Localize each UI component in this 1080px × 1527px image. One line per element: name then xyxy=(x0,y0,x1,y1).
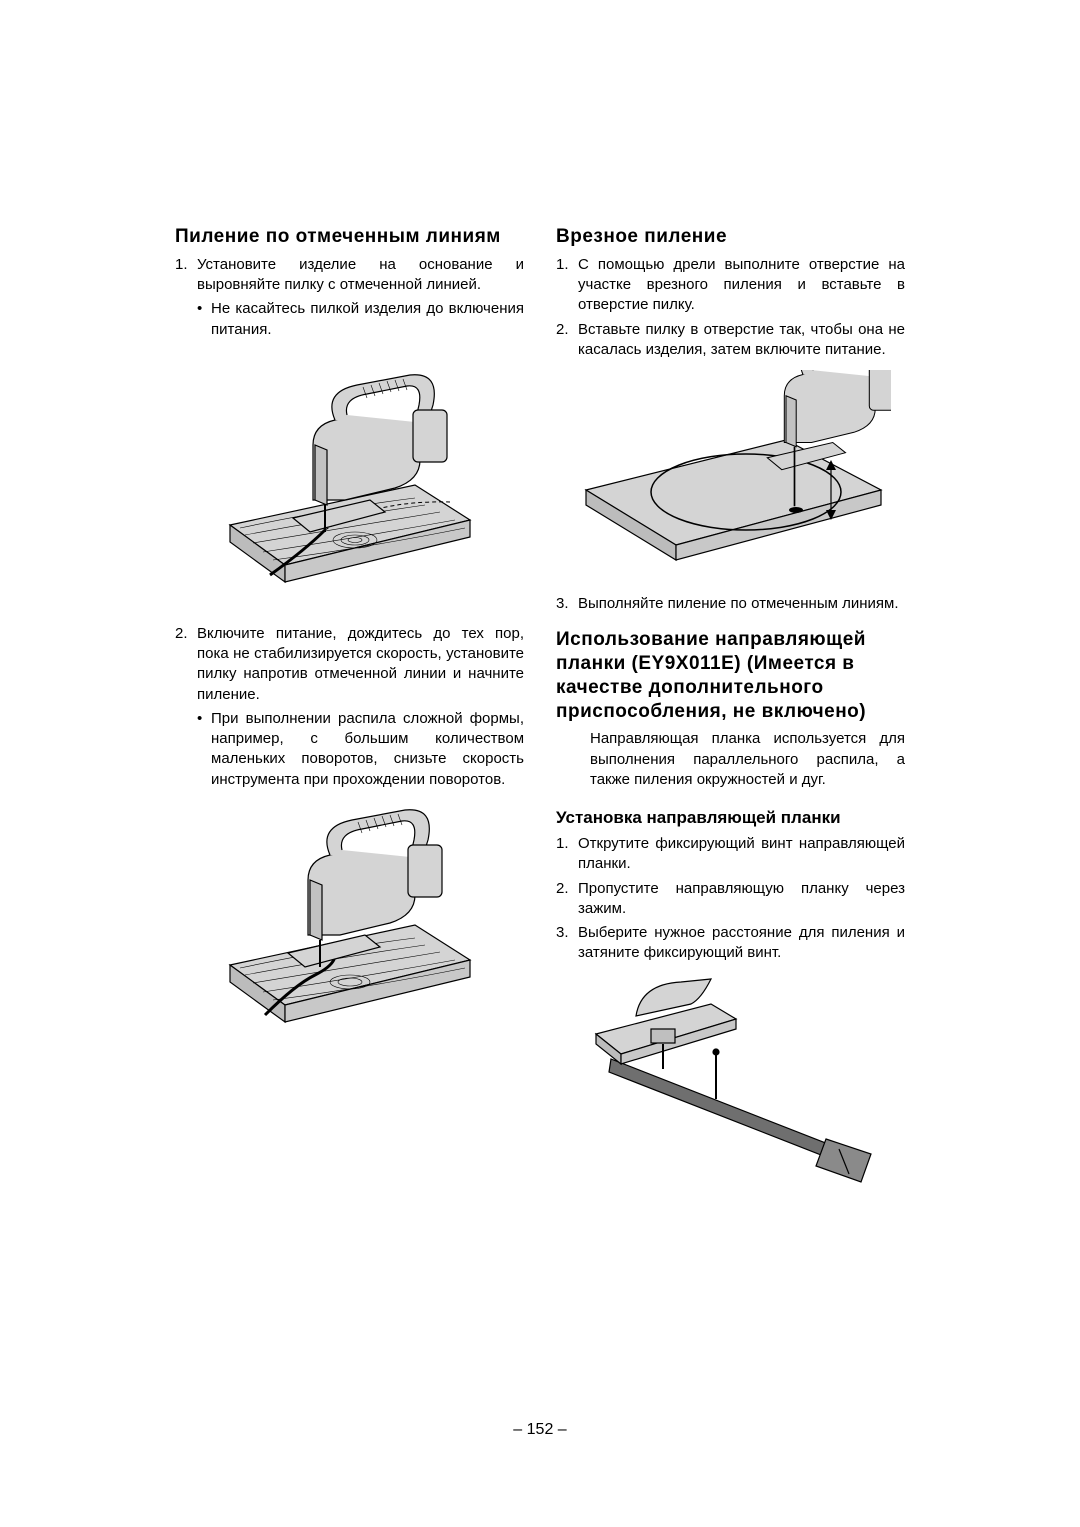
guide-step-3: 3. Выберите нужное расстояние для пилени… xyxy=(556,923,905,964)
left-list-2: 2. Включите питание, дождитесь до тех по… xyxy=(175,624,524,790)
guide-step-2-text: Пропустите направляющую планку через заж… xyxy=(578,879,905,920)
guide-step-2: 2. Пропустите направляющую планку через … xyxy=(556,879,905,920)
left-step-1: 1. Установите изделие на основание и выр… xyxy=(175,255,524,340)
guide-rail-icon xyxy=(581,974,881,1199)
left-step2-sub-text: При выполнении распила сложной формы, на… xyxy=(211,709,524,790)
right-subheading: Установка направляющей планки xyxy=(556,808,905,828)
right-heading-1: Врезное пиление xyxy=(556,225,905,249)
right-list-2: 3. Выполняйте пиление по отмеченным лини… xyxy=(556,594,905,614)
right-step-3-text: Выполняйте пиление по отмеченным линиям. xyxy=(578,594,905,614)
right-step-1-text: С помощью дрели выполните отверстие на у… xyxy=(578,255,905,316)
left-step2-sublist: • При выполнении распила сложной формы, … xyxy=(197,709,524,790)
right-step-2-text: Вставьте пилку в отверстие так, чтобы он… xyxy=(578,320,905,361)
list-number: 1. xyxy=(556,255,578,316)
left-step2-bullet: • При выполнении распила сложной формы, … xyxy=(197,709,524,790)
list-number: 3. xyxy=(556,923,578,964)
guide-list: 1. Открутите фиксирующий винт направляющ… xyxy=(556,834,905,964)
left-step1-sublist: • Не касайтесь пилкой изделия до включен… xyxy=(197,299,524,340)
right-heading-2: Использование направляющей планки (EY9X0… xyxy=(556,628,905,723)
list-number: 2. xyxy=(556,320,578,361)
list-number: 1. xyxy=(556,834,578,875)
guide-step-3-text: Выберите нужное расстояние для пиления и… xyxy=(578,923,905,964)
left-step-2-text: Включите питание, дождитесь до тех пор, … xyxy=(197,625,524,703)
figure-1 xyxy=(175,350,524,610)
figure-2 xyxy=(175,800,524,1050)
right-step-3: 3. Выполняйте пиление по отмеченным лини… xyxy=(556,594,905,614)
page: Пиление по отмеченным линиям 1. Установи… xyxy=(0,0,1080,1527)
left-column: Пиление по отмеченным линиям 1. Установи… xyxy=(175,225,524,1213)
column-container: Пиление по отмеченным линиям 1. Установи… xyxy=(175,225,905,1213)
figure-3 xyxy=(556,370,905,580)
jigsaw-curved-cut-icon xyxy=(215,800,485,1050)
list-number: 2. xyxy=(175,624,197,790)
left-step1-sub-text: Не касайтесь пилкой изделия до включения… xyxy=(211,299,524,340)
right-column: Врезное пиление 1. С помощью дрели выпол… xyxy=(556,225,905,1213)
left-step1-bullet: • Не касайтесь пилкой изделия до включен… xyxy=(197,299,524,340)
jigsaw-straight-cut-icon xyxy=(215,350,485,610)
list-number: 1. xyxy=(175,255,197,340)
left-heading: Пиление по отмеченным линиям xyxy=(175,225,524,249)
page-number: – 152 – xyxy=(0,1421,1080,1439)
list-number: 3. xyxy=(556,594,578,614)
guide-paragraph: Направляющая планка используется для вып… xyxy=(556,729,905,790)
right-list-1: 1. С помощью дрели выполните отверстие н… xyxy=(556,255,905,360)
guide-step-1-text: Открутите фиксирующий винт направляющей … xyxy=(578,834,905,875)
bullet-dot: • xyxy=(197,299,211,340)
left-step-1-text: Установите изделие на основание и выровн… xyxy=(197,256,524,293)
guide-step-1: 1. Открутите фиксирующий винт направляющ… xyxy=(556,834,905,875)
figure-4 xyxy=(556,974,905,1199)
left-step-2: 2. Включите питание, дождитесь до тех по… xyxy=(175,624,524,790)
jigsaw-plunge-cut-icon xyxy=(571,370,891,580)
bullet-dot: • xyxy=(197,709,211,790)
left-list-1: 1. Установите изделие на основание и выр… xyxy=(175,255,524,340)
right-step-1: 1. С помощью дрели выполните отверстие н… xyxy=(556,255,905,316)
right-step-2: 2. Вставьте пилку в отверстие так, чтобы… xyxy=(556,320,905,361)
list-number: 2. xyxy=(556,879,578,920)
